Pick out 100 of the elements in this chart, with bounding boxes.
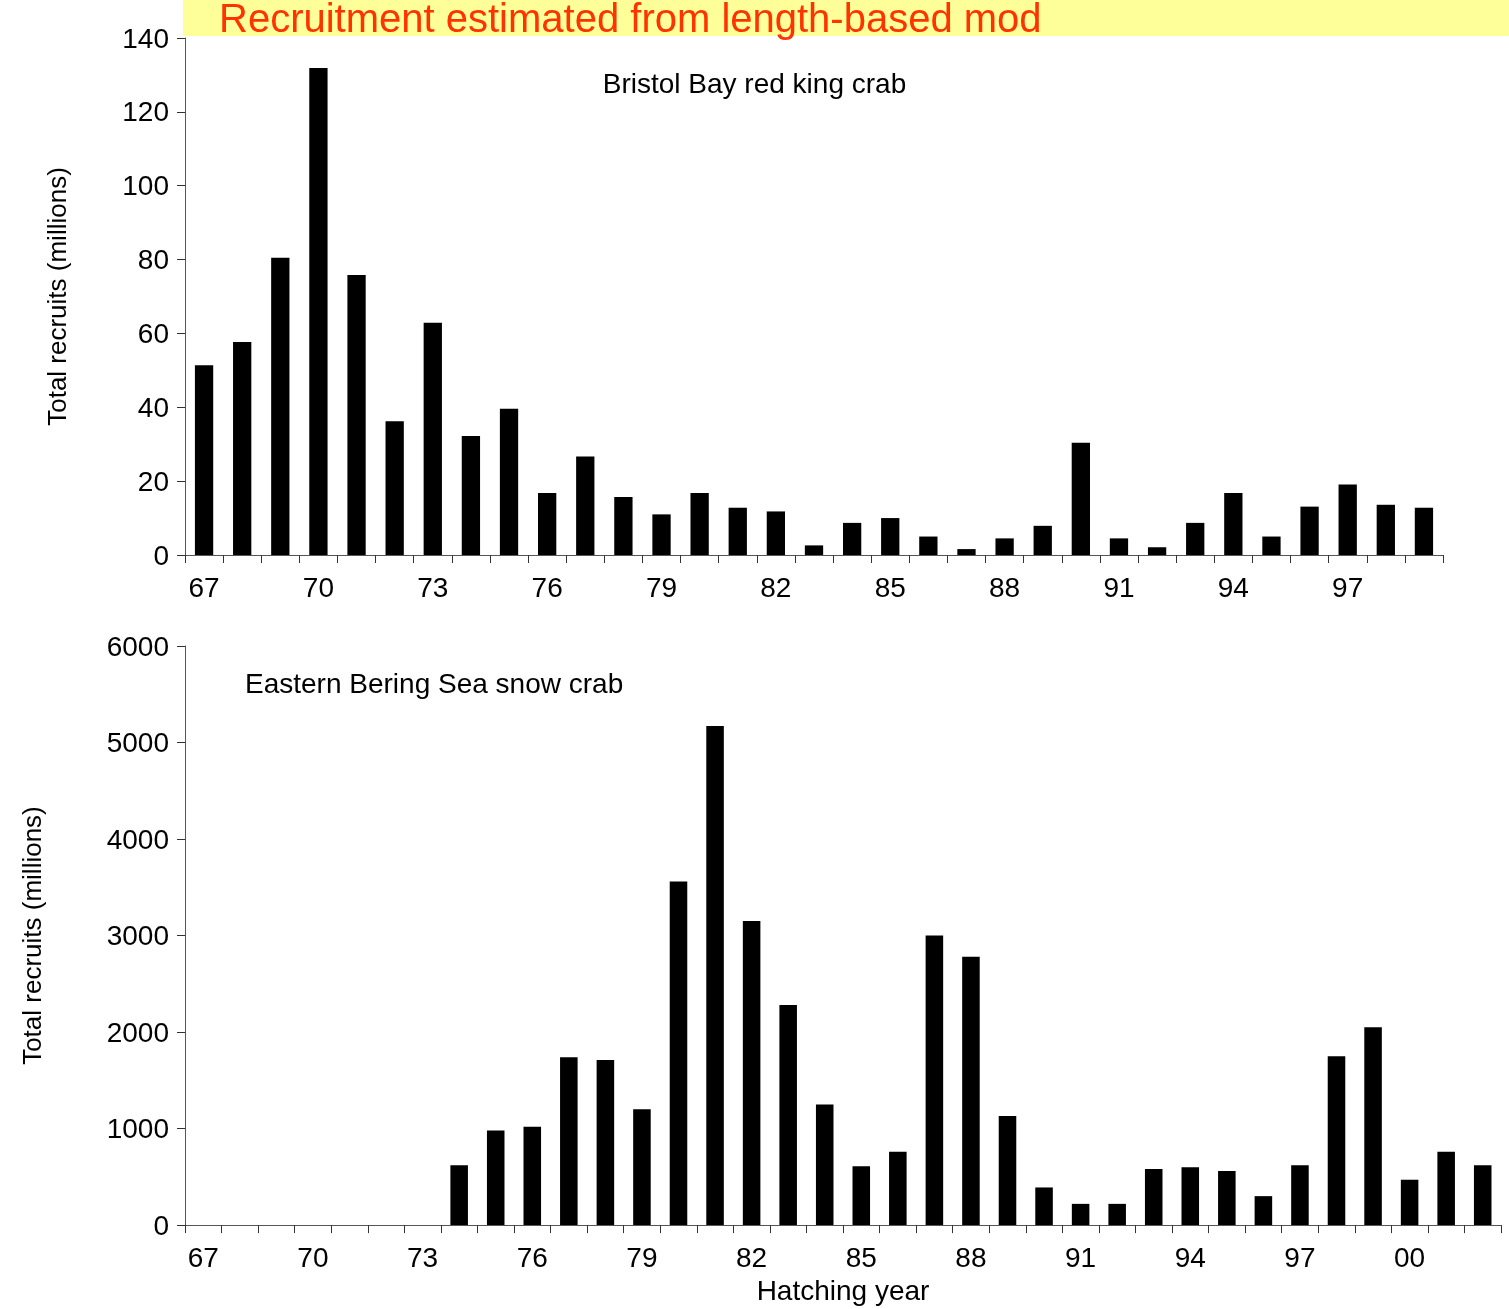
- bar: [633, 1109, 651, 1226]
- bar: [1181, 1167, 1200, 1226]
- bar: [1224, 492, 1243, 555]
- text: Eastern Bering Sea snow crab: [245, 667, 624, 699]
- bar: [889, 1151, 907, 1226]
- bar: [1400, 1179, 1419, 1226]
- x-tick-label: 67: [188, 571, 220, 603]
- bar: [766, 511, 786, 555]
- bar: [271, 257, 290, 555]
- bar: [614, 497, 633, 555]
- x-tick-label: 88: [955, 1241, 987, 1273]
- y-tick-label: 40: [137, 391, 169, 423]
- x-tick-label: 70: [302, 571, 334, 603]
- bar: [1254, 1196, 1273, 1226]
- y-tick-label: 2000: [106, 1016, 169, 1048]
- x-tick-label: 94: [1217, 571, 1249, 603]
- bar: [486, 1130, 505, 1226]
- bar: [1327, 1056, 1346, 1226]
- bar: [1338, 484, 1357, 555]
- annotation: Recruitment estimated from length-based mod: [218, 0, 1043, 40]
- y-tick-label: 4000: [106, 823, 169, 855]
- x-tick-label: 97: [1284, 1241, 1316, 1273]
- x-tick-label: 85: [845, 1241, 877, 1273]
- bar: [962, 956, 980, 1226]
- bar: [499, 408, 519, 555]
- bar: [1364, 1027, 1382, 1226]
- bar: [1218, 1171, 1236, 1226]
- x-tick-label: 91: [1065, 1241, 1097, 1273]
- bar: [1414, 507, 1434, 555]
- x-tick-label: 76: [531, 571, 563, 603]
- bar: [1186, 522, 1205, 555]
- bar: [1262, 536, 1281, 555]
- bar: [194, 365, 214, 555]
- y-axis-title: Total recruits (millions): [17, 806, 47, 1065]
- bar: [385, 421, 404, 555]
- bar: [998, 1116, 1017, 1226]
- y-tick-label: 0: [153, 539, 169, 571]
- y-tick-label: 100: [122, 170, 169, 202]
- y-tick-label: 6000: [106, 630, 169, 662]
- bar: [576, 456, 595, 555]
- x-axis-title: Hatching year: [756, 1274, 930, 1306]
- bar: [1071, 1203, 1090, 1226]
- bar: [706, 726, 724, 1226]
- y-tick-label: 120: [122, 96, 169, 128]
- text: Bristol Bay red king crab: [602, 67, 907, 99]
- bar: [815, 1104, 834, 1226]
- bar: [461, 436, 481, 555]
- bar: [450, 1165, 468, 1226]
- y-axis-title: Total recruits (millions): [42, 167, 72, 426]
- x-tick-label: 82: [736, 1241, 768, 1273]
- x-tick-label: 67: [187, 1241, 219, 1273]
- y-tick-label: 1000: [106, 1113, 169, 1145]
- x-tick-label: 91: [1103, 571, 1135, 603]
- y-tick-label: 140: [122, 22, 169, 54]
- bar: [1300, 506, 1319, 555]
- y-tick-label: 3000: [106, 920, 169, 952]
- bar: [669, 881, 688, 1226]
- bar: [881, 518, 900, 555]
- bar: [233, 341, 252, 555]
- x-tick-label: 88: [989, 571, 1021, 603]
- bar: [560, 1057, 578, 1226]
- bar: [957, 549, 976, 555]
- x-tick-label: 79: [645, 571, 678, 603]
- y-tick-label: 20: [137, 465, 169, 497]
- y-tick-label: 80: [137, 244, 169, 276]
- bar: [1437, 1151, 1455, 1226]
- bar: [1033, 525, 1052, 555]
- bar: [652, 514, 671, 555]
- bar: [779, 1005, 797, 1226]
- x-tick-label: 82: [760, 571, 792, 603]
- bar: [690, 492, 709, 555]
- bar: [423, 322, 442, 555]
- bar: [523, 1126, 542, 1226]
- bar: [1108, 1203, 1126, 1226]
- bar: [995, 538, 1014, 555]
- x-tick-label: 79: [626, 1241, 658, 1273]
- x-tick-label: 97: [1332, 571, 1364, 603]
- bar: [919, 536, 938, 555]
- y-tick-label: 60: [137, 317, 169, 349]
- x-tick-label: 70: [297, 1241, 329, 1273]
- x-tick-label: 00: [1394, 1241, 1426, 1273]
- bar: [925, 935, 944, 1226]
- bar: [1035, 1187, 1053, 1226]
- bar: [852, 1166, 871, 1226]
- bar: [1109, 538, 1129, 555]
- x-tick-label: 76: [516, 1241, 548, 1273]
- bar: [538, 492, 557, 555]
- x-tick-label: 85: [874, 571, 906, 603]
- bar: [1071, 442, 1090, 555]
- bar: [1473, 1165, 1492, 1226]
- y-tick-label: 0: [153, 1209, 169, 1241]
- x-tick-label: 73: [407, 1241, 439, 1273]
- y-tick-label: 5000: [106, 727, 169, 759]
- bar: [728, 507, 747, 555]
- bar: [347, 275, 366, 555]
- bar: [309, 67, 328, 555]
- bar: [1376, 504, 1395, 555]
- x-tick-label: 73: [417, 571, 449, 603]
- x-tick-label: 94: [1174, 1241, 1206, 1273]
- bar: [596, 1060, 615, 1226]
